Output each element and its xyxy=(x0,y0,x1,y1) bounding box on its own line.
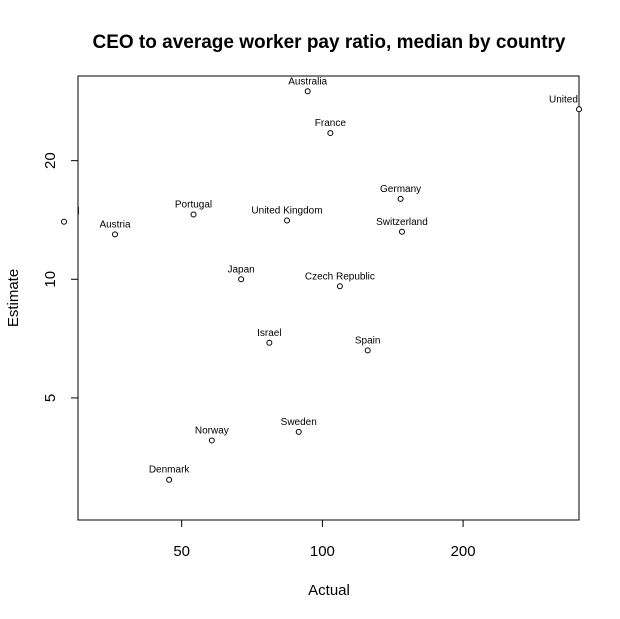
data-point xyxy=(166,476,173,483)
data-point-label: Israel xyxy=(257,328,281,339)
data-point xyxy=(208,437,215,444)
data-point-label: Poland xyxy=(48,207,79,218)
data-point-label: United Kingdom xyxy=(251,205,322,216)
data-point-label: Australia xyxy=(288,76,327,87)
y-axis: 5 10 20 xyxy=(42,152,79,402)
y-tick-label: 10 xyxy=(42,271,59,288)
data-point xyxy=(284,217,291,224)
data-point xyxy=(336,283,343,290)
x-axis-label: Actual xyxy=(308,582,350,599)
data-point xyxy=(576,106,582,113)
data-point-label: France xyxy=(315,118,347,129)
x-axis: 50 100 200 xyxy=(173,519,476,560)
data-point xyxy=(364,347,371,354)
data-point xyxy=(266,339,273,346)
data-point-label: Spain xyxy=(355,335,381,346)
data-point xyxy=(327,130,334,137)
data-point xyxy=(295,428,302,435)
data-point-label: Denmark xyxy=(149,465,191,476)
data-points: Australia United States France Germany Polan… xyxy=(48,76,609,483)
data-point-label: Norway xyxy=(195,425,229,436)
data-point-label: Czech Republic xyxy=(305,271,375,282)
y-axis-label: Estimate xyxy=(5,269,22,327)
y-tick-label: 20 xyxy=(42,152,59,169)
x-tick-label: 50 xyxy=(173,543,190,560)
plot-frame xyxy=(77,75,580,521)
data-point-label: Austria xyxy=(99,219,131,230)
data-point xyxy=(60,218,67,225)
data-point xyxy=(112,231,119,238)
y-tick-label: 5 xyxy=(42,394,59,402)
data-point-label: United States xyxy=(549,94,609,105)
data-point-label: Portugal xyxy=(175,200,212,211)
data-point-label: Sweden xyxy=(281,417,317,428)
data-point-label: Germany xyxy=(380,184,421,195)
data-point xyxy=(397,195,404,202)
data-point xyxy=(190,211,197,218)
data-point-label: Japan xyxy=(227,264,254,275)
data-point xyxy=(238,276,245,283)
data-point xyxy=(398,228,405,235)
x-tick-label: 100 xyxy=(310,543,335,560)
data-point xyxy=(304,88,311,95)
x-tick-label: 200 xyxy=(451,543,476,560)
chart-title: CEO to average worker pay ratio, median … xyxy=(92,32,565,53)
data-point-label: Switzerland xyxy=(376,217,428,228)
